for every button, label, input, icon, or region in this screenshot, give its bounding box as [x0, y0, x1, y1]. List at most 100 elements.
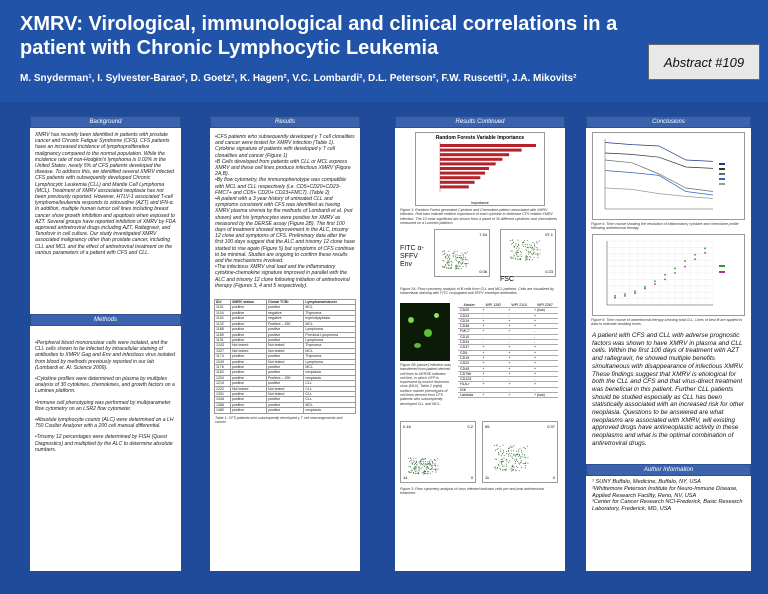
- series-line: [604, 142, 714, 162]
- table-cell: +: [480, 366, 507, 372]
- cell-dot: [497, 447, 499, 449]
- cell-dot: [451, 265, 453, 267]
- cell-dot: [462, 255, 464, 257]
- quad-value: 0.37: [547, 424, 555, 429]
- table-2: Marker WPI 1262 WPI 2110 WPI 2267 CD20 + +…: [458, 303, 558, 399]
- table-cell: +: [506, 307, 532, 314]
- cell-dot: [524, 457, 526, 459]
- cell-dot: [507, 450, 509, 452]
- figure-2a-plot-right: 97.1 0.23: [500, 229, 556, 277]
- figure-3: 0.16 0.2 14 0 55 0.37 11 0: [400, 421, 560, 485]
- cell-dot: [537, 249, 539, 251]
- table-row: CD123- - -: [458, 376, 558, 383]
- cell-dot: [512, 239, 514, 241]
- quad-value: 55: [485, 424, 490, 429]
- column-conclusions: Conclusions Figure 4: Time course showin…: [586, 116, 751, 571]
- cell-dot: [431, 468, 433, 470]
- table-cell: -: [480, 376, 507, 383]
- table-cell: +: [480, 360, 507, 367]
- cell-dot: [443, 250, 445, 252]
- column-results-continued: Results Continued Random Forests Variabl…: [395, 116, 565, 571]
- table-cell: +: [480, 381, 507, 388]
- cell-dot: [517, 251, 519, 253]
- cell-dot: [432, 463, 434, 465]
- cell-dot: [510, 450, 512, 452]
- cell-dot: [506, 458, 508, 460]
- cell-dot: [448, 261, 450, 263]
- table-header: WPI 2110: [506, 303, 532, 309]
- cell-dot: [435, 470, 437, 472]
- cell-dot: [535, 241, 537, 243]
- cell-dot: [525, 467, 527, 469]
- cell-dot: [433, 459, 435, 461]
- cell-dot: [531, 248, 533, 250]
- cell-dot: [521, 251, 523, 253]
- table-cell: FMC7: [458, 328, 481, 335]
- results-item: •The infectious XMRV viral load and the …: [215, 264, 350, 289]
- cell-dot: [497, 463, 499, 465]
- table-cell: Lambda: [458, 392, 481, 399]
- cell-dot: [462, 261, 464, 263]
- cell-dot: [499, 469, 501, 471]
- cell-dot: [411, 459, 413, 461]
- series-line: [604, 170, 714, 196]
- importance-bar: [440, 148, 522, 152]
- table-header: Clonal TCRr: [266, 299, 305, 306]
- figure-4: [592, 132, 745, 220]
- cell-dot: [464, 252, 466, 254]
- cell-dot: [496, 458, 498, 460]
- cell-dot: [518, 453, 520, 455]
- cell-dot: [513, 246, 515, 248]
- cell-dot: [495, 468, 497, 470]
- cell-dot: [448, 254, 450, 256]
- cell-dot: [433, 468, 435, 470]
- cell-dot: [513, 469, 515, 471]
- cell-dot: [449, 267, 451, 269]
- cell-dot: [527, 251, 529, 253]
- cell-dot: [424, 472, 426, 474]
- cell-dot: [416, 470, 418, 472]
- cell-dot: [519, 457, 521, 459]
- table-row: CD45 + + +: [458, 366, 558, 372]
- figure-1-title: Random Forests Variable Importance: [435, 135, 525, 141]
- cell-dot: [531, 244, 533, 246]
- quad-value: 0: [470, 475, 473, 480]
- cell-dot: [515, 450, 517, 452]
- cell-dot: [514, 252, 516, 254]
- table-cell: neoplasia: [303, 407, 356, 414]
- author-affiliation: ³Center for Cancer Research NCI-Frederic…: [592, 499, 743, 513]
- cell-dot: [426, 468, 428, 470]
- cell-dot: [537, 255, 539, 257]
- table-cell: CD79b: [458, 371, 481, 378]
- table-cell: -: [506, 313, 532, 319]
- cell-dot: [509, 455, 511, 457]
- cell-dot: [531, 254, 533, 256]
- section-header-results: Results: [210, 116, 360, 128]
- cell-dot: [522, 241, 524, 243]
- cell-dot: [516, 459, 518, 461]
- table-cell: + (low): [531, 392, 558, 399]
- cell-dot: [426, 472, 428, 474]
- data-point: [674, 267, 676, 270]
- legend-swatch: [719, 163, 725, 165]
- cell-dot: [409, 466, 411, 468]
- cell-dot: [411, 462, 413, 464]
- cell-dot: [501, 461, 503, 463]
- cell-dot: [467, 262, 469, 264]
- cell-dot: [455, 266, 457, 268]
- cell-dot: [422, 458, 424, 460]
- cell-dot: [407, 457, 409, 459]
- data-point: [644, 287, 646, 290]
- cell-dot: [458, 260, 460, 262]
- table-cell: CD22: [458, 360, 481, 367]
- section-header-conclusions: Conclusions: [586, 116, 751, 128]
- cell-dot: [517, 239, 519, 241]
- figure-4-chart: [604, 139, 725, 210]
- table-cell: -: [480, 339, 507, 346]
- cell-dot: [536, 248, 538, 250]
- cell-dot: [524, 243, 526, 245]
- cell-dot: [520, 251, 522, 253]
- table-row: CD23- - +: [458, 313, 558, 319]
- section-header-methods: Methods: [30, 314, 181, 326]
- data-point: [614, 294, 616, 297]
